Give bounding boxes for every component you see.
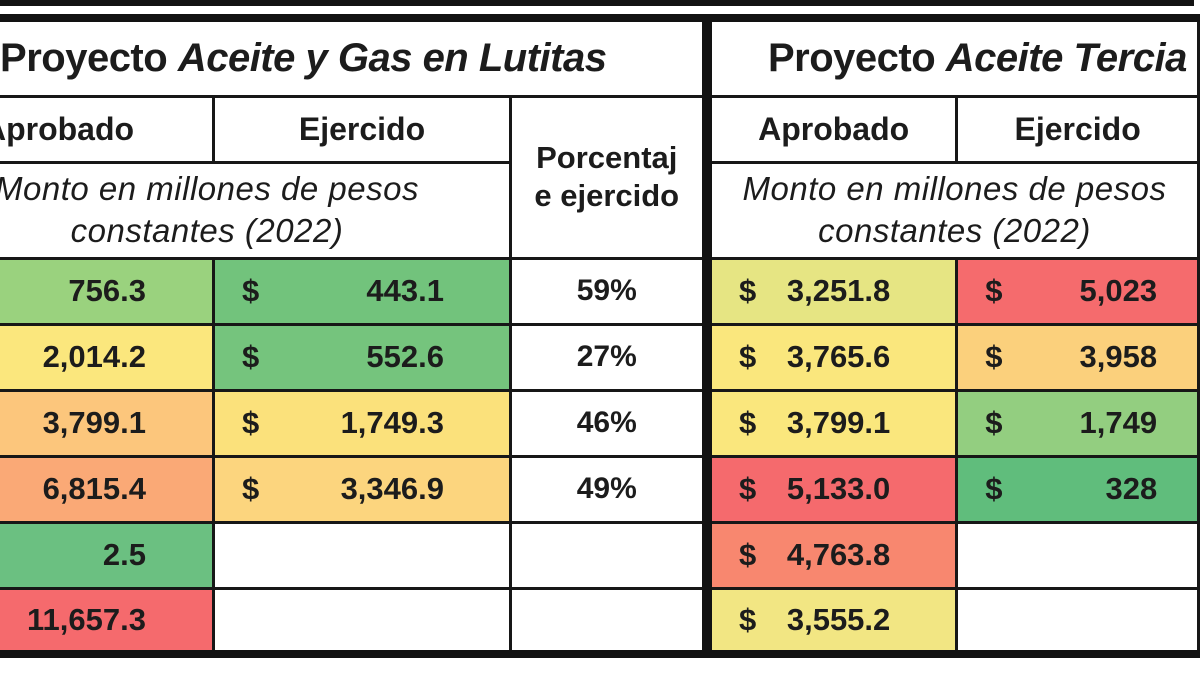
currency-symbol: $	[739, 339, 757, 374]
aprobado-value: 4,763.8	[786, 537, 891, 572]
ejercido-cell: $552.6	[212, 322, 512, 392]
aprobado-cell: $3,555.2	[705, 586, 959, 656]
table-row: 2,014.2 $552.6 27%	[0, 322, 706, 392]
porcentaje-cell: 49%	[509, 454, 706, 524]
aprobado-cell: 6,815.4	[0, 454, 215, 524]
monto-note: Monto en millones de pesos constantes (2…	[742, 170, 1167, 249]
aprobado-value: 3,555.2	[786, 601, 891, 637]
monto-note: Monto en millones de pesos constantes (2…	[0, 170, 419, 249]
ejercido-value-clipped: 3,958	[1079, 339, 1158, 374]
table-title-tercia: Proyecto Aceite Tercia	[706, 16, 1200, 98]
currency-symbol: $	[739, 471, 757, 506]
porcentaje-cell-empty	[509, 520, 706, 590]
table-row: 2.5	[0, 520, 706, 590]
ejercido-cell-empty	[955, 586, 1200, 656]
currency-symbol: $	[242, 273, 260, 308]
column-header-aprobado: Aprobado	[0, 94, 215, 164]
title-project-name: Aceite Tercia	[945, 35, 1188, 80]
monto-note-cell: Monto en millones de pesos constantes (2…	[0, 160, 512, 260]
aprobado-cell: 2,014.2	[0, 322, 215, 392]
budget-table-tercia: Proyecto Aceite Tercia Aprobado Ejercido…	[703, 14, 1200, 658]
budget-table-lutitas: Proyecto Aceite y Gas en Lutitas Aprobad…	[0, 14, 708, 658]
porcentaje-cell-empty	[509, 586, 706, 656]
ejercido-cell-empty	[212, 586, 512, 656]
aprobado-cell: $3,765.6	[705, 322, 959, 392]
aprobado-cell: $5,133.0	[705, 454, 959, 524]
aprobado-cell: 756.3	[0, 256, 215, 326]
ejercido-value: 552.6	[366, 339, 444, 374]
currency-symbol: $	[242, 405, 260, 440]
ejercido-cell: $1,749	[955, 388, 1200, 458]
ejercido-cell-empty	[212, 520, 512, 590]
porcentaje-line1: Porcentaj	[536, 140, 678, 175]
ejercido-value: 1,749.3	[340, 405, 444, 440]
currency-symbol: $	[242, 471, 260, 506]
currency-symbol: $	[739, 537, 757, 572]
porcentaje-cell: 59%	[509, 256, 706, 326]
title-prefix: Proyecto	[768, 35, 946, 80]
ejercido-cell: $328	[955, 454, 1200, 524]
table-row: $4,763.8	[705, 520, 1200, 590]
column-header-ejercido: Ejercido	[212, 94, 512, 164]
table-row: $3,799.1 $1,749	[705, 388, 1200, 458]
table-row: $3,765.6 $3,958	[705, 322, 1200, 392]
ejercido-cell-empty	[955, 520, 1200, 590]
ejercido-cell: $443.1	[212, 256, 512, 326]
top-crop-border-line	[0, 0, 1194, 6]
currency-symbol: $	[242, 339, 260, 374]
porcentaje-cell: 27%	[509, 322, 706, 392]
table-row: $3,251.8 $5,023	[705, 256, 1200, 326]
aprobado-cell: 2.5	[0, 520, 215, 590]
table-title-lutitas: Proyecto Aceite y Gas en Lutitas	[0, 16, 706, 98]
currency-symbol: $	[985, 471, 1003, 506]
ejercido-value: 443.1	[366, 273, 444, 308]
aprobado-value: 3,251.8	[786, 273, 891, 308]
ejercido-cell: $3,346.9	[212, 454, 512, 524]
aprobado-cell: $3,251.8	[705, 256, 959, 326]
aprobado-cell: 3,799.1	[0, 388, 215, 458]
currency-symbol: $	[985, 339, 1003, 374]
porcentaje-cell: 46%	[509, 388, 706, 458]
table-row: 6,815.4 $3,346.9 49%	[0, 454, 706, 524]
currency-symbol: $	[739, 273, 757, 308]
ejercido-value-clipped: 5,023	[1079, 273, 1158, 308]
column-header-ejercido: Ejercido	[955, 94, 1200, 164]
ejercido-cell: $5,023	[955, 256, 1200, 326]
currency-symbol: $	[739, 405, 757, 440]
ejercido-cell: $3,958	[955, 322, 1200, 392]
column-header-aprobado: Aprobado	[705, 94, 959, 164]
currency-symbol: $	[985, 273, 1003, 308]
aprobado-cell: $4,763.8	[705, 520, 959, 590]
aprobado-value: 3,765.6	[786, 339, 891, 374]
aprobado-value: 5,133.0	[786, 471, 891, 506]
monto-note-cell: Monto en millones de pesos constantes (2…	[706, 160, 1200, 260]
title-project-name: Aceite y Gas en Lutitas	[177, 35, 607, 80]
ejercido-value: 3,346.9	[340, 471, 444, 506]
table-row: 756.3 $443.1 59%	[0, 256, 706, 326]
table-row: $5,133.0 $328	[705, 454, 1200, 524]
porcentaje-line2: e ejercido	[534, 178, 680, 213]
aprobado-cell: $3,799.1	[705, 388, 959, 458]
ejercido-value-clipped: 1,749	[1079, 405, 1158, 440]
currency-symbol: $	[985, 405, 1003, 440]
table-row: 11,657.3	[0, 586, 706, 656]
ejercido-value-clipped: 328	[1105, 471, 1158, 506]
currency-symbol: $	[739, 601, 757, 637]
aprobado-cell: 11,657.3	[0, 586, 215, 656]
ejercido-cell: $1,749.3	[212, 388, 512, 458]
aprobado-value: 3,799.1	[786, 405, 891, 440]
table-row: 3,799.1 $1,749.3 46%	[0, 388, 706, 458]
title-prefix: Proyecto	[0, 35, 178, 80]
column-header-porcentaje: Porcentaj e ejercido	[509, 94, 706, 260]
table-row: $3,555.2	[705, 586, 1200, 656]
